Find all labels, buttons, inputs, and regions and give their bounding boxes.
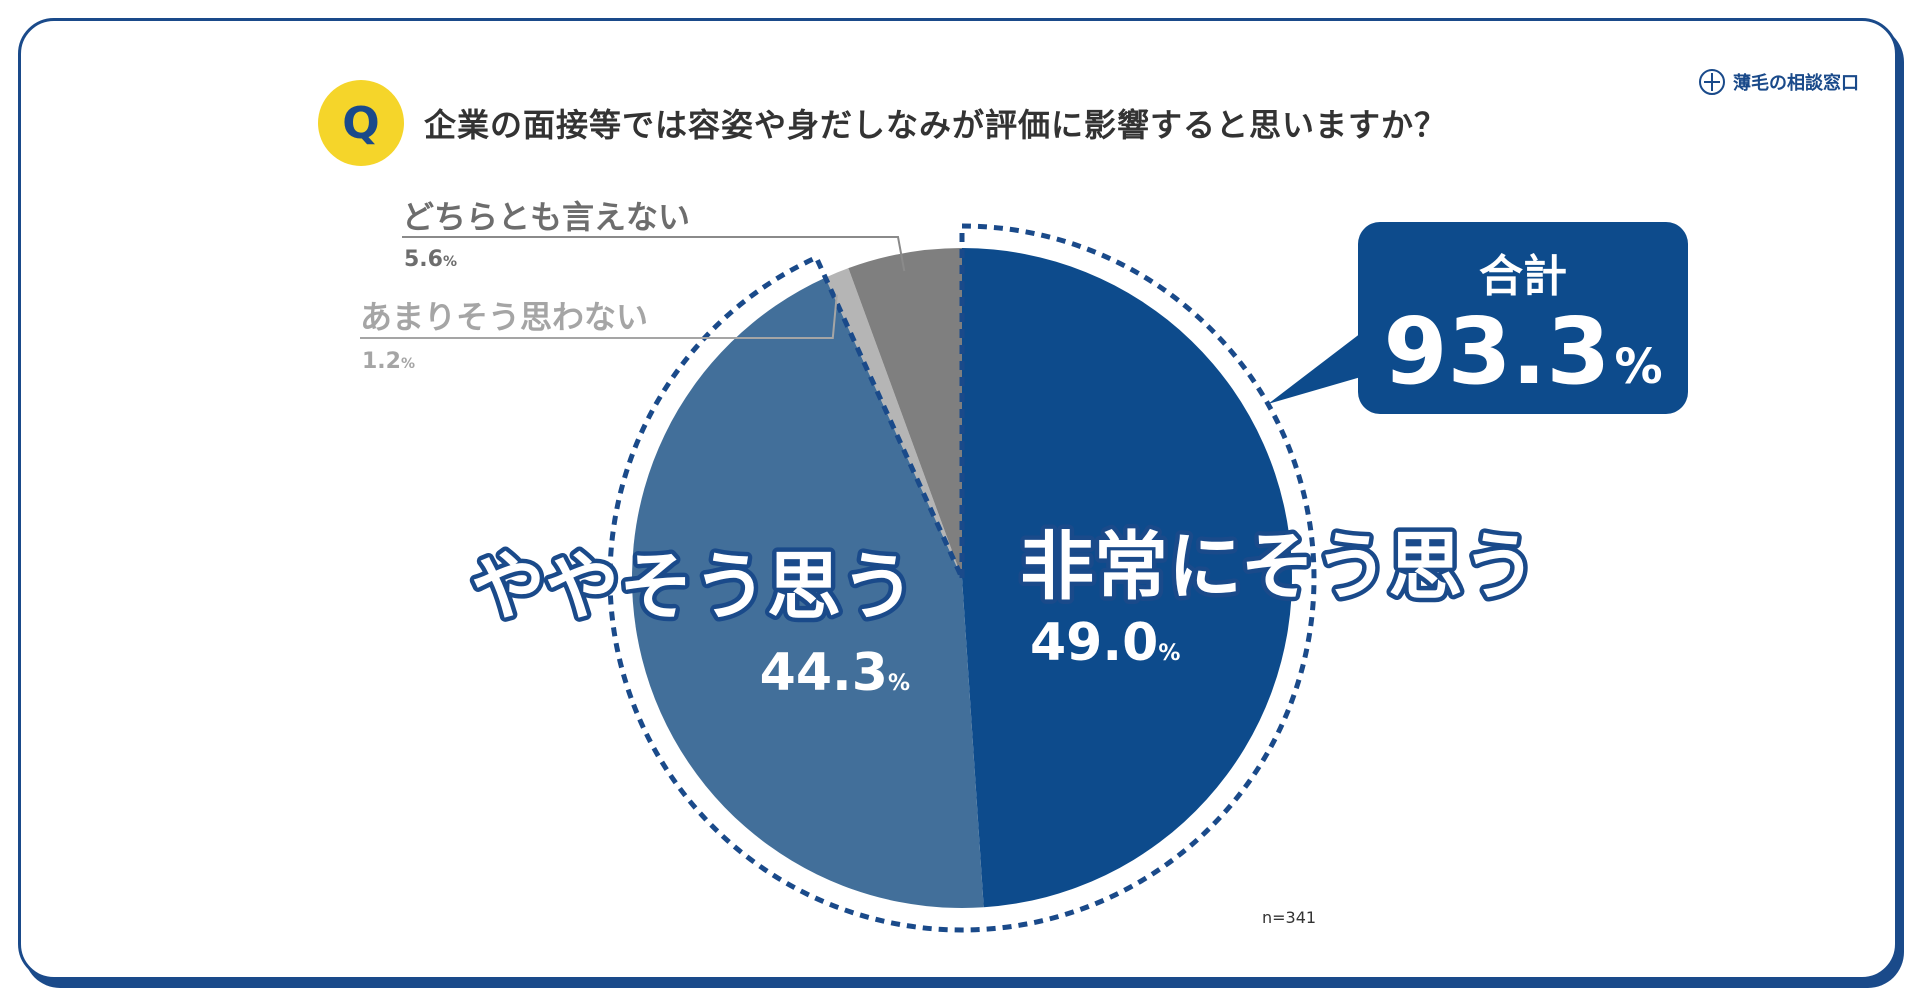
- slice-neutral: [848, 248, 962, 578]
- leader-line-somewhat-disagree: [360, 294, 838, 339]
- brand-icon: [1699, 69, 1725, 95]
- total-callout: 合計 93.3%: [1358, 222, 1688, 414]
- label-somewhat-disagree: あまりそう思わない: [360, 298, 648, 336]
- label-neutral: どちらとも言えない: [402, 198, 690, 236]
- sample-size: n=341: [1262, 908, 1317, 927]
- total-value-wrap: 93.3%: [1358, 304, 1688, 415]
- total-value: 93.3: [1383, 298, 1611, 405]
- value-somewhat-agree: 44.3%: [760, 643, 910, 703]
- brand-name: 薄毛の相談窓口: [1733, 73, 1859, 94]
- agree-total-outline: [607, 223, 1317, 933]
- total-unit: %: [1614, 339, 1663, 395]
- value-neutral: 5.6%: [404, 247, 457, 272]
- value-somewhat-disagree: 1.2%: [362, 349, 415, 374]
- slice-strongly-agree: [962, 248, 1292, 908]
- leader-line-neutral: [402, 236, 906, 272]
- label-strongly-agree: 非常にそう思う: [1020, 524, 1537, 610]
- callout-pointer: [1268, 320, 1378, 404]
- total-label: 合計: [1479, 251, 1567, 302]
- brand-logo: 薄毛の相談窓口: [1699, 69, 1859, 95]
- value-strongly-agree: 49.0%: [1030, 613, 1180, 673]
- question-badge: Q: [318, 80, 404, 166]
- slice-somewhat-agree: [632, 277, 984, 908]
- label-somewhat-agree: ややそう思う: [471, 544, 915, 630]
- question-text: 企業の面接等では容姿や身だしなみが評価に影響すると思いますか？: [424, 106, 1448, 144]
